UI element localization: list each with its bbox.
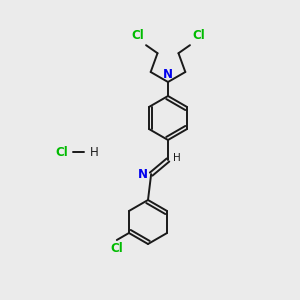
Text: Cl: Cl (192, 29, 205, 42)
Text: Cl: Cl (131, 29, 144, 42)
Text: H: H (173, 153, 181, 163)
Text: H: H (90, 146, 99, 158)
Text: Cl: Cl (56, 146, 68, 158)
Text: N: N (138, 168, 148, 181)
Text: Cl: Cl (110, 242, 123, 255)
Text: N: N (163, 68, 173, 81)
